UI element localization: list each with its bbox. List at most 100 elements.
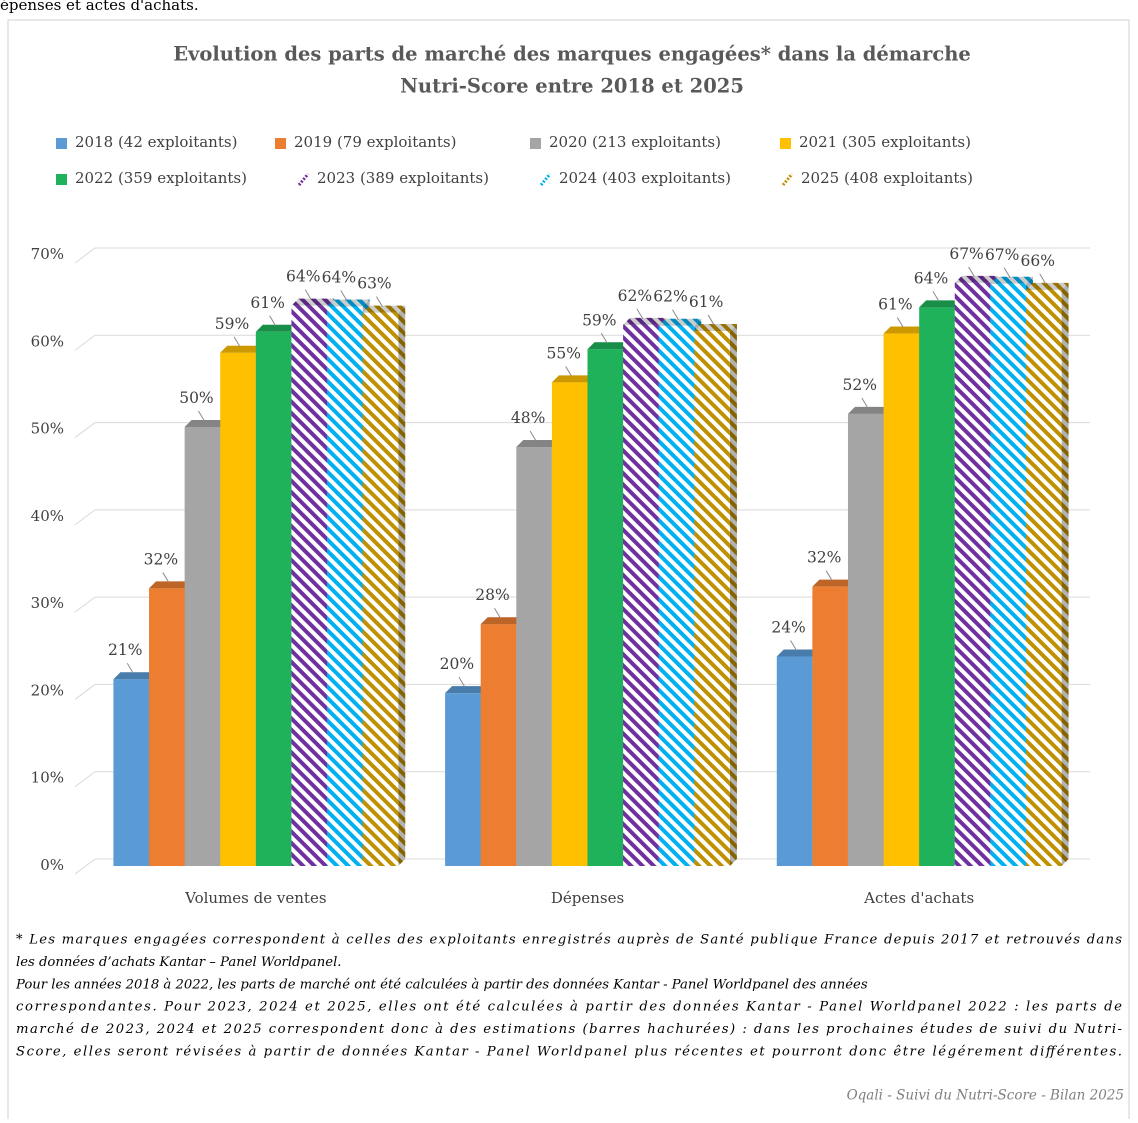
value-label: 28% xyxy=(475,586,509,604)
label-leader xyxy=(494,607,501,619)
bar xyxy=(990,283,1026,866)
bar-top xyxy=(694,323,737,331)
bar xyxy=(919,307,955,866)
label-leader xyxy=(672,309,679,320)
footnote: les données d’achats Kantar – Panel Worl… xyxy=(16,955,342,970)
label-leader xyxy=(269,315,277,327)
x-tick-label: Dépenses xyxy=(551,889,624,907)
value-label: 59% xyxy=(215,315,249,333)
chart-title: Nutri-Score entre 2018 et 2025 xyxy=(400,75,744,98)
bar-top xyxy=(587,342,631,350)
bar xyxy=(776,656,813,866)
bar xyxy=(220,352,256,866)
bar xyxy=(587,349,624,867)
y-tick-label: 0% xyxy=(40,856,64,874)
bar-top-shade xyxy=(990,276,1033,284)
grid-line-depth xyxy=(74,684,96,700)
bar-top xyxy=(327,299,370,307)
bar xyxy=(480,624,517,866)
bar xyxy=(445,693,481,866)
bar xyxy=(149,588,185,866)
value-label: 61% xyxy=(878,296,912,314)
bar-side xyxy=(729,323,737,866)
value-label: 24% xyxy=(771,619,805,637)
label-leader xyxy=(376,296,383,307)
bar-top-shade xyxy=(1025,282,1069,290)
x-tick-label: Actes d'achats xyxy=(863,889,974,907)
label-leader xyxy=(636,308,644,320)
y-tick-label: 30% xyxy=(31,594,64,612)
legend-label: 2020 (213 exploitants) xyxy=(549,133,721,151)
x-tick-label: Volumes de ventes xyxy=(184,889,326,907)
value-label: 50% xyxy=(179,389,213,407)
legend-marker xyxy=(56,174,67,185)
value-label: 20% xyxy=(440,655,474,673)
legend-label: 2018 (42 exploitants) xyxy=(75,133,237,151)
bar xyxy=(255,331,292,867)
bar-side-shade xyxy=(729,323,737,866)
bar-top-shade xyxy=(551,375,595,383)
legend-marker xyxy=(539,173,552,186)
label-leader xyxy=(198,410,205,422)
legend-label: 2024 (403 exploitants) xyxy=(559,169,731,187)
bar-top xyxy=(113,672,157,680)
bar-top-shade xyxy=(516,440,559,448)
bar-top xyxy=(551,375,595,383)
bar-top xyxy=(1025,282,1069,290)
bar-top-shade xyxy=(847,406,891,414)
legend-marker xyxy=(297,173,310,186)
bar-side xyxy=(398,305,406,866)
value-label: 64% xyxy=(914,269,948,287)
label-leader xyxy=(1003,267,1011,279)
value-label: 64% xyxy=(286,268,320,286)
legend-marker xyxy=(275,138,286,149)
bar-top-shade xyxy=(954,275,998,283)
bar-top xyxy=(847,406,891,414)
grid-line-depth xyxy=(74,334,96,351)
footnote: Pour les années 2018 à 2022, les parts d… xyxy=(15,977,868,992)
intro-text: épenses et actes d'achats. xyxy=(0,0,199,14)
bar-top xyxy=(990,276,1033,284)
label-leader xyxy=(529,430,537,442)
bar xyxy=(184,426,221,866)
bar-top xyxy=(149,581,192,589)
value-label: 52% xyxy=(843,376,877,394)
bar-side-shade xyxy=(398,305,406,866)
legend-marker xyxy=(781,173,794,186)
bar-top xyxy=(623,317,666,325)
bar-side xyxy=(1061,282,1069,866)
bar xyxy=(812,586,848,866)
y-tick-label: 60% xyxy=(31,332,64,350)
footnote: marché de 2023, 2024 et 2025 corresponde… xyxy=(16,1022,1122,1037)
bar-side-shade xyxy=(1061,282,1069,866)
bar-top xyxy=(954,275,998,283)
bar-top xyxy=(445,686,488,694)
bar-top-shade xyxy=(255,324,299,332)
y-tick-label: 50% xyxy=(31,420,64,438)
bar xyxy=(883,333,920,866)
chart-title: Evolution des parts de marché des marque… xyxy=(173,43,971,66)
bar xyxy=(847,413,884,866)
legend-marker xyxy=(780,138,791,149)
bar-top-shade xyxy=(445,686,488,694)
label-leader xyxy=(162,572,170,583)
label-leader xyxy=(896,317,904,328)
bar-top-shade xyxy=(184,419,228,427)
value-label: 66% xyxy=(1021,252,1055,270)
bar-top xyxy=(516,440,559,448)
frame xyxy=(7,19,1130,1123)
bar xyxy=(113,679,150,866)
label-leader xyxy=(565,366,573,377)
bar-top-shade xyxy=(812,579,855,587)
bar-top xyxy=(184,419,228,427)
grid-line-depth xyxy=(74,596,96,613)
bar-top xyxy=(255,324,299,332)
legend-label: 2025 (408 exploitants) xyxy=(801,169,973,187)
value-label: 21% xyxy=(108,641,142,659)
bar-top-shade xyxy=(919,300,962,308)
bar-top-shade xyxy=(113,672,157,680)
bar-top xyxy=(812,579,855,587)
bar-top-shade xyxy=(362,305,406,313)
